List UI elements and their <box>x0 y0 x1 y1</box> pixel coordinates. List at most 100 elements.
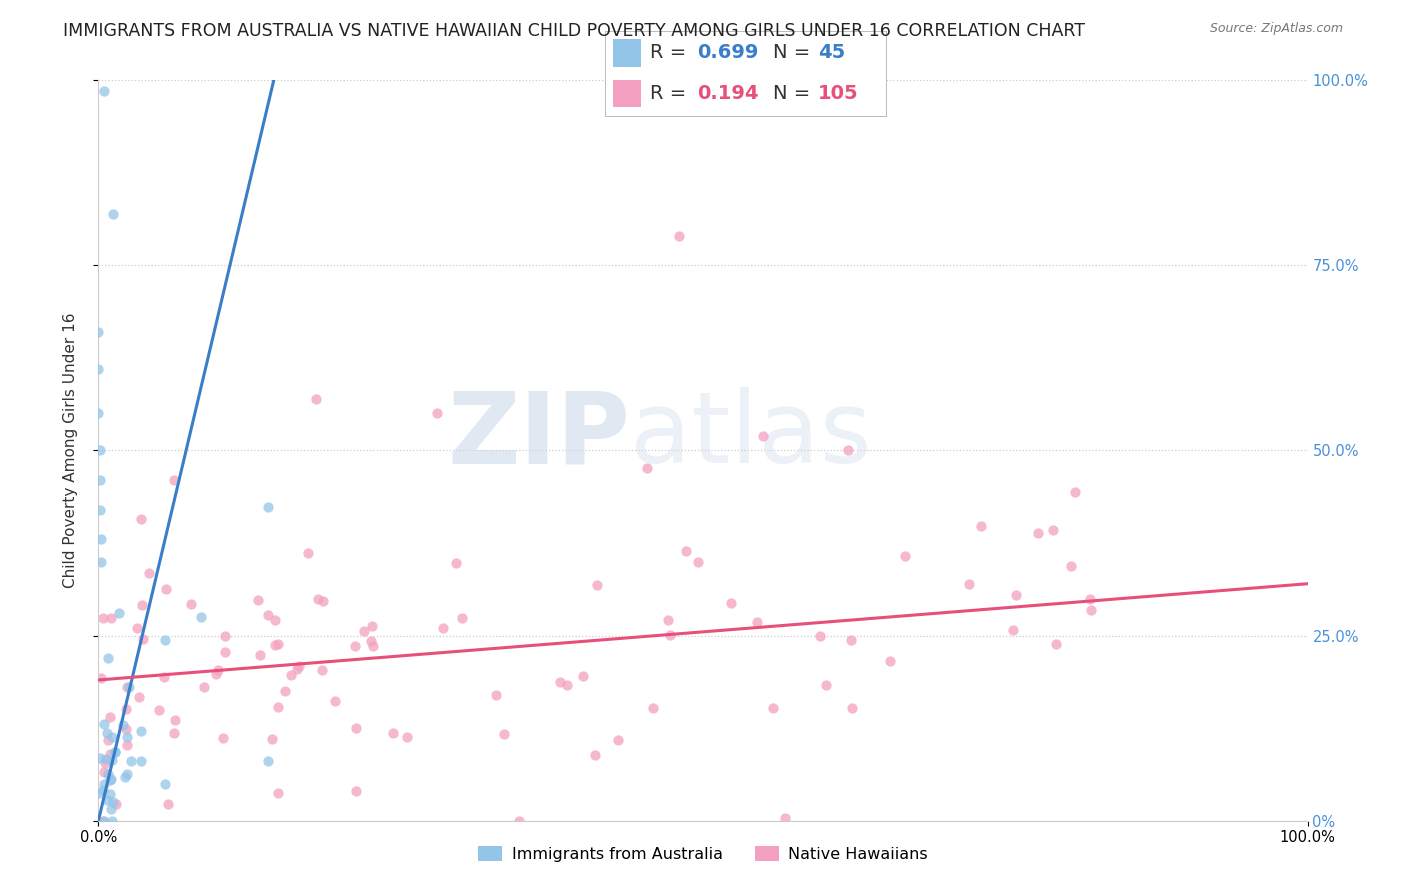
Point <box>118 681 141 695</box>
Text: atlas: atlas <box>630 387 872 484</box>
Point <box>641 701 664 715</box>
Point <box>264 614 287 628</box>
Point <box>957 576 980 591</box>
Point <box>657 613 679 627</box>
Point <box>557 678 579 692</box>
Point <box>323 693 346 707</box>
Point <box>114 771 136 785</box>
Point <box>115 702 138 716</box>
Point <box>93 764 115 779</box>
Point <box>970 518 993 533</box>
Point <box>839 632 862 647</box>
Point <box>720 596 742 610</box>
Point <box>98 709 121 723</box>
Point <box>260 731 283 746</box>
Point <box>129 755 152 769</box>
Text: 45: 45 <box>818 44 845 62</box>
Point <box>117 730 139 744</box>
Point <box>508 814 530 828</box>
Text: 0.699: 0.699 <box>697 44 759 62</box>
Point <box>100 610 122 624</box>
Point <box>572 669 595 683</box>
Point <box>163 726 186 740</box>
Point <box>156 797 179 811</box>
Point <box>267 786 290 800</box>
Point <box>100 802 122 816</box>
FancyBboxPatch shape <box>613 79 641 108</box>
Point <box>280 667 302 681</box>
Point <box>101 795 124 809</box>
Point <box>297 546 319 560</box>
Point <box>274 684 297 698</box>
Point <box>815 678 838 692</box>
Text: ZIP: ZIP <box>447 387 630 484</box>
Point <box>426 407 449 421</box>
Point <box>1078 591 1101 606</box>
Point <box>101 753 124 767</box>
Text: 105: 105 <box>818 84 859 103</box>
Point <box>90 671 112 685</box>
Point <box>94 752 117 766</box>
Point <box>98 747 121 762</box>
Point <box>153 632 176 647</box>
Point <box>100 772 122 786</box>
Point <box>257 607 280 622</box>
Point <box>114 722 136 736</box>
Point <box>1001 623 1024 637</box>
Point <box>180 597 202 611</box>
Point <box>444 556 467 570</box>
Point <box>111 718 134 732</box>
Point <box>129 723 152 738</box>
Point <box>307 591 329 606</box>
Point <box>214 645 236 659</box>
Point <box>432 621 454 635</box>
Point <box>1004 588 1026 602</box>
Point <box>104 744 127 758</box>
Point <box>1060 559 1083 574</box>
Point <box>93 814 115 828</box>
Point <box>1063 484 1085 499</box>
Point <box>89 502 111 516</box>
FancyBboxPatch shape <box>613 39 641 67</box>
Point <box>773 811 796 825</box>
Point <box>153 670 176 684</box>
Point <box>1042 523 1064 537</box>
Point <box>89 786 111 800</box>
Point <box>675 544 697 558</box>
Point <box>360 633 382 648</box>
Point <box>97 733 120 747</box>
Point <box>363 639 385 653</box>
Point <box>127 621 149 635</box>
Point <box>115 738 138 752</box>
Point <box>841 700 863 714</box>
Point <box>395 730 418 744</box>
Point <box>138 566 160 580</box>
Point <box>97 650 120 665</box>
Point <box>311 663 333 677</box>
Point <box>214 629 236 643</box>
Legend: Immigrants from Australia, Native Hawaiians: Immigrants from Australia, Native Hawaii… <box>472 839 934 868</box>
Point <box>451 611 474 625</box>
Point <box>117 767 139 781</box>
Point <box>808 629 831 643</box>
Point <box>93 783 115 797</box>
Text: 0.194: 0.194 <box>697 84 759 103</box>
Point <box>249 648 271 663</box>
Text: IMMIGRANTS FROM AUSTRALIA VS NATIVE HAWAIIAN CHILD POVERTY AMONG GIRLS UNDER 16 : IMMIGRANTS FROM AUSTRALIA VS NATIVE HAWA… <box>63 22 1085 40</box>
Point <box>204 666 226 681</box>
Point <box>246 592 269 607</box>
Point <box>87 325 110 339</box>
Point <box>93 717 115 731</box>
Point <box>96 726 118 740</box>
Point <box>607 733 630 747</box>
Point <box>98 772 121 787</box>
Point <box>305 392 328 406</box>
Point <box>636 460 658 475</box>
Point <box>256 500 278 515</box>
Point <box>492 727 515 741</box>
Y-axis label: Child Poverty Among Girls Under 16: Child Poverty Among Girls Under 16 <box>63 313 77 588</box>
Point <box>190 610 212 624</box>
Point <box>91 814 114 828</box>
Point <box>837 443 859 458</box>
Point <box>893 549 915 563</box>
